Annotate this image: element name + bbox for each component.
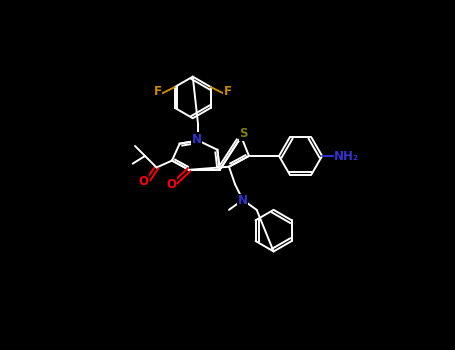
Text: NH₂: NH₂ [334, 150, 359, 163]
Text: F: F [154, 85, 162, 98]
Text: O: O [138, 175, 148, 188]
Text: F: F [224, 85, 232, 98]
Text: O: O [166, 178, 176, 191]
Text: S: S [239, 127, 248, 140]
Text: N: N [192, 133, 202, 146]
Text: N: N [238, 194, 248, 207]
